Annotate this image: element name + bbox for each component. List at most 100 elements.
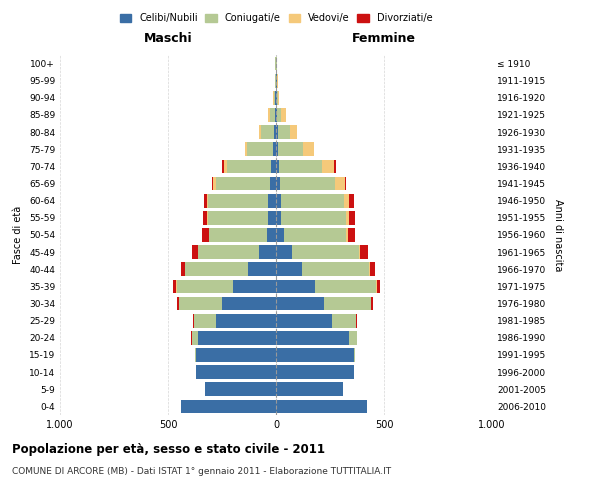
Bar (276, 194, 281, 207)
Bar (276, 246, 292, 259)
Bar (196, 366, 276, 379)
Legend: Celibi/Nubili, Coniugati/e, Vedovi/e, Divorziati/e: Celibi/Nubili, Coniugati/e, Vedovi/e, Di… (116, 10, 436, 27)
Bar (276, 142, 278, 156)
Bar (233, 280, 276, 293)
Bar (181, 262, 185, 276)
Y-axis label: Anni di nascita: Anni di nascita (553, 199, 563, 271)
Bar (222, 160, 224, 173)
Bar (192, 331, 198, 344)
Bar (276, 314, 332, 328)
Bar (259, 246, 276, 259)
Bar (203, 211, 208, 224)
Bar (193, 246, 198, 259)
Y-axis label: Fasce di età: Fasce di età (13, 206, 23, 264)
Bar (356, 314, 357, 328)
Bar (278, 91, 280, 104)
Bar (303, 142, 314, 156)
Bar (354, 348, 355, 362)
Bar (176, 296, 179, 310)
Bar (276, 296, 323, 310)
Bar (194, 314, 215, 328)
Bar (261, 126, 274, 139)
Bar (360, 246, 368, 259)
Bar (208, 194, 268, 207)
Bar (209, 228, 268, 242)
Bar (276, 348, 354, 362)
Bar (196, 348, 276, 362)
Bar (276, 331, 349, 344)
Bar (276, 176, 280, 190)
Bar (269, 108, 275, 122)
Bar (222, 296, 276, 310)
Bar (278, 142, 303, 156)
Bar (179, 296, 222, 310)
Bar (276, 280, 315, 293)
Bar (273, 142, 276, 156)
Bar (281, 194, 344, 207)
Bar (322, 160, 334, 173)
Bar (203, 194, 207, 207)
Bar (224, 160, 227, 173)
Bar (176, 280, 233, 293)
Bar (173, 280, 176, 293)
Bar (214, 176, 215, 190)
Bar (315, 280, 376, 293)
Bar (349, 331, 357, 344)
Bar (276, 91, 277, 104)
Bar (344, 194, 349, 207)
Bar (281, 108, 286, 122)
Bar (281, 211, 346, 224)
Bar (284, 228, 346, 242)
Bar (215, 314, 276, 328)
Bar (277, 91, 278, 104)
Text: Maschi: Maschi (143, 32, 193, 44)
Bar (208, 211, 268, 224)
Bar (198, 331, 276, 344)
Bar (245, 142, 247, 156)
Bar (202, 228, 209, 242)
Bar (248, 262, 276, 276)
Bar (323, 296, 371, 310)
Bar (279, 160, 322, 173)
Bar (278, 126, 290, 139)
Bar (268, 194, 276, 207)
Bar (275, 108, 276, 122)
Bar (359, 246, 360, 259)
Bar (369, 262, 370, 276)
Bar (276, 366, 354, 379)
Bar (280, 176, 335, 190)
Bar (334, 160, 337, 173)
Bar (292, 246, 359, 259)
Bar (271, 160, 276, 173)
Bar (332, 314, 356, 328)
Bar (259, 126, 261, 139)
Bar (275, 91, 276, 104)
Bar (268, 228, 276, 242)
Bar (205, 382, 276, 396)
Bar (277, 108, 281, 122)
Bar (290, 126, 297, 139)
Bar (276, 160, 279, 173)
Bar (371, 296, 373, 310)
Bar (268, 211, 276, 224)
Bar (349, 211, 355, 224)
Text: COMUNE DI ARCORE (MB) - Dati ISTAT 1° gennaio 2011 - Elaborazione TUTTITALIA.IT: COMUNE DI ARCORE (MB) - Dati ISTAT 1° ge… (12, 468, 391, 476)
Bar (276, 400, 367, 413)
Text: Femmine: Femmine (352, 32, 416, 44)
Bar (377, 280, 380, 293)
Bar (346, 228, 348, 242)
Bar (346, 211, 349, 224)
Bar (345, 176, 346, 190)
Text: Popolazione per età, sesso e stato civile - 2011: Popolazione per età, sesso e stato civil… (12, 442, 325, 456)
Bar (185, 262, 248, 276)
Bar (276, 211, 281, 224)
Bar (227, 160, 271, 173)
Bar (215, 176, 269, 190)
Bar (207, 194, 208, 207)
Bar (335, 176, 345, 190)
Bar (193, 314, 194, 328)
Bar (302, 262, 369, 276)
Bar (195, 348, 196, 362)
Bar (274, 126, 276, 139)
Bar (370, 262, 375, 276)
